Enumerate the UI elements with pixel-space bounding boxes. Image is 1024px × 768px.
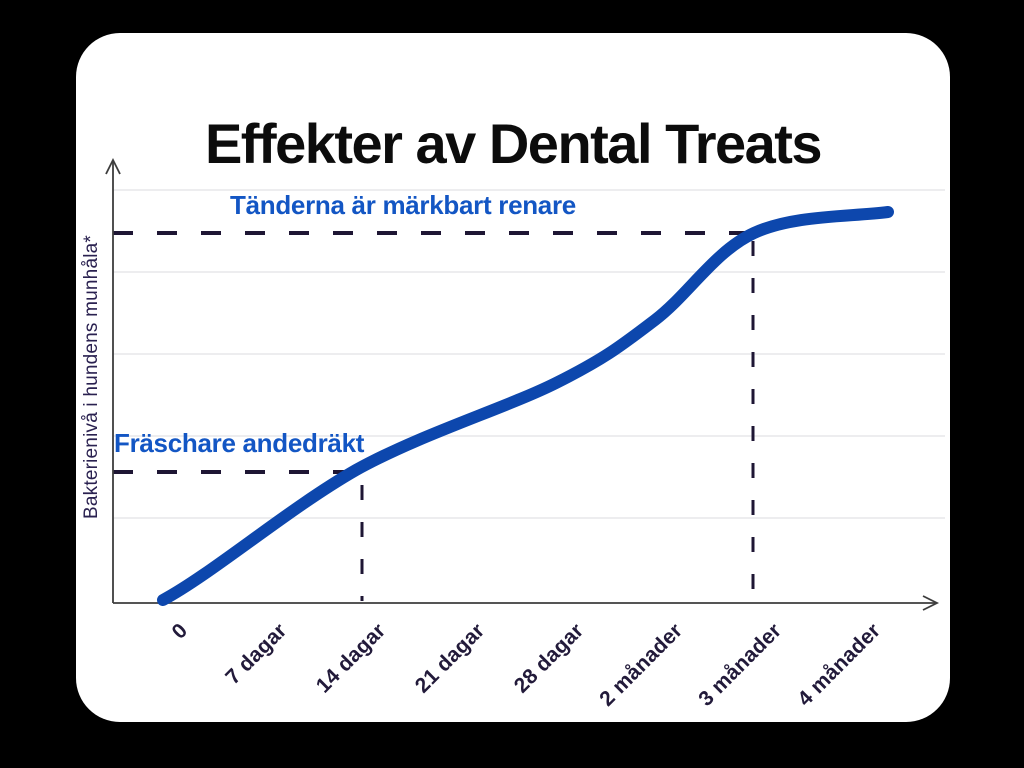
gridlines [113,189,945,519]
axes [105,157,940,611]
y-axis-arrow-icon [105,157,121,175]
line-chart [105,157,945,611]
annotation-fresher-breath: Fräschare andedräkt [114,428,365,458]
x-axis-arrow-icon [922,595,940,611]
page-title: Effekter av Dental Treats [204,111,823,175]
trend-curve [157,206,894,606]
annotation-teeth-cleaner: Tänderna är märkbart renare [230,190,576,220]
y-axis-label: Bakterienivå i hundens munhåla* [81,235,102,519]
chart-card: Effekter av Dental Treats Tänderna är mä… [76,33,950,722]
